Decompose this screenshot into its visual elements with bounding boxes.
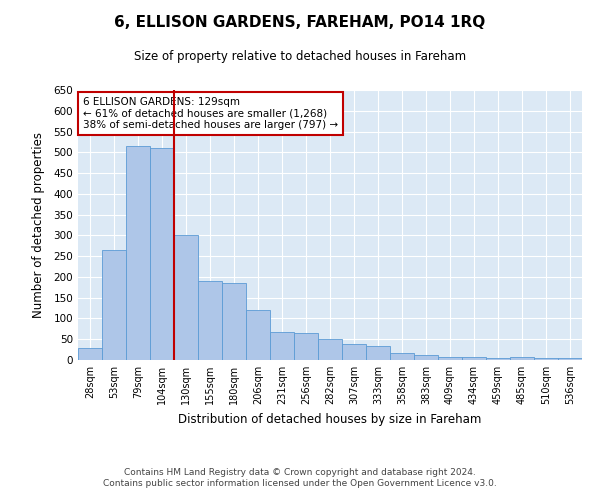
Bar (462, 356, 486, 360)
Bar (174, 236, 198, 360)
Bar (294, 333, 318, 360)
Bar (78, 348, 102, 360)
Bar (126, 146, 150, 360)
Bar (558, 358, 582, 360)
Bar (390, 352, 414, 360)
Bar (102, 250, 126, 360)
Bar (534, 358, 558, 360)
Text: 6 ELLISON GARDENS: 129sqm
← 61% of detached houses are smaller (1,268)
38% of se: 6 ELLISON GARDENS: 129sqm ← 61% of detac… (83, 97, 338, 130)
Bar (486, 358, 510, 360)
Bar (366, 346, 390, 360)
Bar (150, 148, 174, 360)
Bar (246, 310, 270, 360)
Bar (318, 339, 342, 360)
Bar (222, 283, 246, 360)
Bar (342, 344, 366, 360)
X-axis label: Distribution of detached houses by size in Fareham: Distribution of detached houses by size … (178, 412, 482, 426)
Bar (198, 281, 222, 360)
Bar (510, 356, 534, 360)
Text: Contains HM Land Registry data © Crown copyright and database right 2024.
Contai: Contains HM Land Registry data © Crown c… (103, 468, 497, 487)
Bar (438, 356, 462, 360)
Bar (414, 355, 438, 360)
Bar (270, 332, 294, 360)
Text: Size of property relative to detached houses in Fareham: Size of property relative to detached ho… (134, 50, 466, 63)
Y-axis label: Number of detached properties: Number of detached properties (32, 132, 45, 318)
Text: 6, ELLISON GARDENS, FAREHAM, PO14 1RQ: 6, ELLISON GARDENS, FAREHAM, PO14 1RQ (115, 15, 485, 30)
